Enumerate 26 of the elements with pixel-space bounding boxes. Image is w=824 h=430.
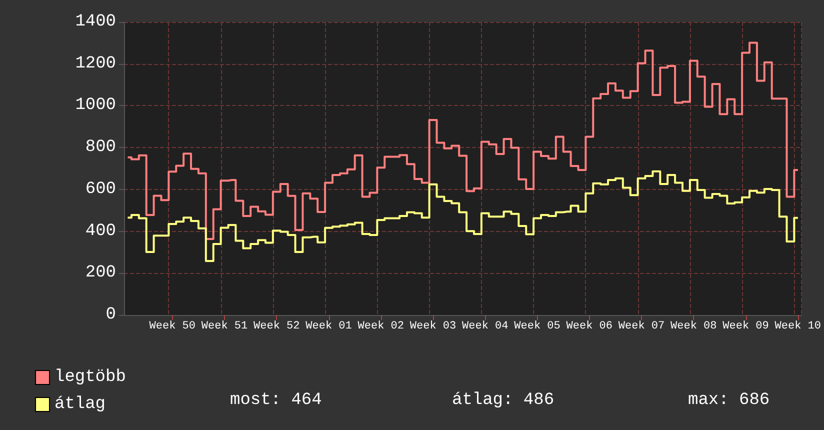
x-tick-label: Week 51 [201,320,248,332]
legend-label: legtöbb [54,368,126,387]
x-tick-label: Week 52 [254,320,300,332]
text: átlag: 486 [452,391,554,410]
y-tick-label: 1200 [75,54,116,74]
y-tick-label: 1400 [75,12,116,32]
x-tick-label: Week 01 [306,320,352,332]
text: max: 686 [688,391,770,410]
x-tick-label: Week 05 [514,320,560,332]
x-tick-label: Week 04 [462,320,509,332]
y-tick-label: 400 [85,222,116,241]
y-tick-label: 200 [85,264,116,283]
text: most: 464 [230,391,322,410]
x-tick-label: Week 06 [566,320,613,332]
legend-label: átlag [54,395,106,414]
x-tick-label: Week 50 [149,320,196,332]
y-tick-label: 800 [85,138,116,158]
x-tick-label: Week 10 [774,320,822,332]
x-tick-label: Week 03 [410,320,456,332]
x-tick-label: Week 09 [722,320,769,332]
x-tick-label: Week 02 [358,320,404,332]
y-tick-label: 1000 [75,96,116,116]
x-tick-label: Week 08 [670,320,717,332]
x-tick-label: Week 07 [618,320,665,332]
y-tick-label: 0 [106,306,116,324]
y-tick-label: 600 [85,180,116,199]
